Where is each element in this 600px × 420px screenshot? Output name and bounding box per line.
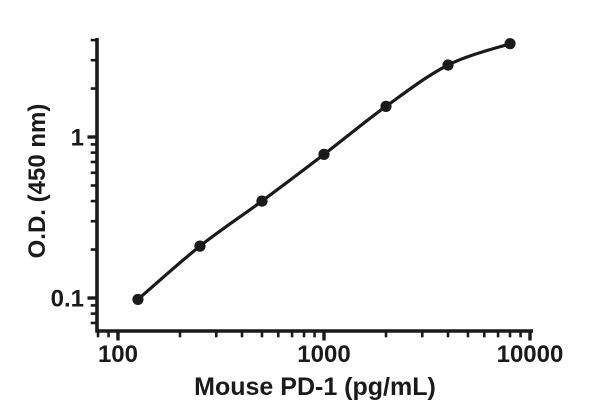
- data-point-marker: [442, 59, 454, 71]
- y-tick-label: 1: [71, 125, 84, 152]
- data-point-marker: [132, 293, 144, 306]
- x-axis-title: Mouse PD-1 (pg/mL): [194, 373, 436, 401]
- data-point-marker: [504, 38, 516, 50]
- axes-frame: [95, 38, 533, 333]
- y-axis-title: O.D. (450 nm): [24, 103, 51, 259]
- y-tick-label: 0.1: [51, 286, 84, 313]
- fit-curve: [136, 42, 512, 302]
- x-tick-label: 10000: [497, 341, 564, 368]
- data-point-marker: [318, 148, 330, 160]
- data-point-marker: [380, 100, 392, 112]
- data-point-marker: [194, 240, 206, 252]
- data-point-marker: [256, 195, 268, 207]
- x-tick-label: 1000: [297, 341, 350, 368]
- x-tick-label: 100: [98, 341, 138, 368]
